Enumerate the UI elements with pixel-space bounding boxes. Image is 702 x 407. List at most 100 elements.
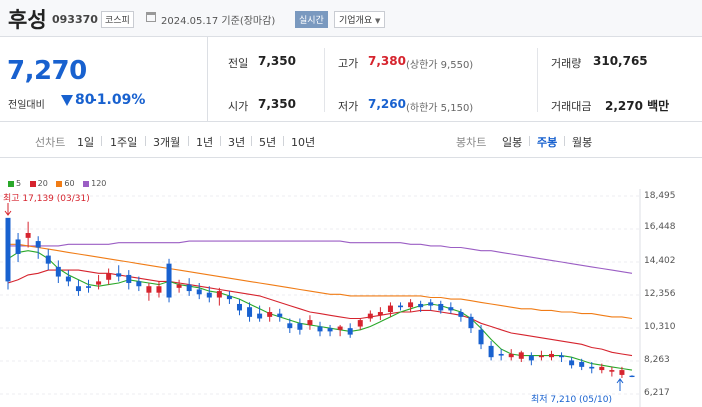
candle-chart-label: 봉차트	[456, 136, 487, 149]
tab-1y[interactable]: 1년	[196, 136, 214, 149]
tab-separator	[101, 136, 102, 146]
candle-body	[65, 276, 71, 282]
tab-3m[interactable]: 3개월	[153, 136, 181, 149]
realtime-button[interactable]: 실시간	[295, 11, 328, 28]
candle-body	[508, 353, 514, 358]
company-info-label: 기업개요	[339, 16, 373, 26]
company-info-dropdown[interactable]: 기업개요 ▼	[334, 11, 386, 28]
candle-body	[146, 286, 152, 293]
divider	[324, 48, 325, 112]
candle-body	[106, 273, 112, 280]
candle-body	[377, 312, 383, 316]
open-label: 시가	[228, 100, 249, 113]
tab-10y[interactable]: 10년	[291, 136, 316, 149]
candle-body	[176, 284, 182, 288]
chart-tabs: 선차트 1일 1주일 3개월 1년 3년 5년 10년 봉차트 일봉 주봉 월봉	[0, 122, 702, 158]
tab-separator	[564, 136, 565, 146]
tab-5y[interactable]: 5년	[259, 136, 277, 149]
candle-body	[247, 307, 253, 317]
current-price-box: 7,270 전일대비 80 -1.09%	[0, 37, 208, 122]
tab-separator	[188, 136, 189, 146]
tab-weekly[interactable]: 주봉	[537, 136, 558, 149]
candle-body	[75, 286, 81, 292]
candle-body	[357, 320, 363, 327]
reference-date: 2024.05.17 기준(장마감)	[161, 16, 276, 27]
candle-body	[5, 217, 11, 282]
candle-body	[317, 326, 323, 332]
tab-separator	[529, 136, 530, 146]
volume-label: 거래량	[551, 57, 582, 70]
candle-body	[579, 362, 585, 367]
calendar-icon	[146, 12, 156, 22]
candle-body	[538, 355, 544, 358]
legend-ma120-label: 120	[91, 179, 107, 188]
legend-ma60: 60	[56, 179, 75, 188]
low-label: 저가	[338, 100, 359, 113]
candle-body	[548, 353, 554, 358]
tab-monthly[interactable]: 월봉	[572, 136, 593, 149]
candle-body	[458, 312, 464, 317]
legend-ma60-label: 60	[64, 179, 75, 188]
candle-body	[408, 302, 414, 308]
change-label: 전일대비	[8, 100, 45, 111]
current-price: 7,270	[7, 56, 87, 86]
candle-body	[15, 239, 21, 254]
candle-body	[589, 366, 595, 369]
candle-body	[398, 305, 404, 308]
candle-body	[86, 286, 92, 288]
open-value: 7,350	[258, 97, 296, 111]
candle-body	[267, 312, 273, 317]
candle-body	[418, 303, 424, 308]
candle-body	[498, 353, 504, 356]
divider	[537, 48, 538, 112]
high-label: 고가	[338, 57, 359, 70]
candle-body	[136, 281, 142, 287]
amount-label: 거래대금	[551, 100, 592, 113]
ma60-line	[8, 243, 633, 320]
candle-body	[206, 292, 212, 298]
tab-daily[interactable]: 일봉	[502, 136, 523, 149]
candle-body	[25, 233, 31, 238]
line-chart-label: 선차트	[35, 136, 66, 149]
tab-separator	[145, 136, 146, 146]
candle-body	[287, 323, 293, 329]
high-value: 7,380	[368, 54, 406, 68]
candle-body	[478, 329, 484, 345]
candle-body	[186, 284, 192, 292]
candle-body	[126, 274, 132, 284]
stock-header: 후성 093370 코스피 2024.05.17 기준(장마감) 실시간 기업개…	[0, 0, 702, 37]
candle-body	[619, 370, 625, 375]
tab-1w[interactable]: 1주일	[110, 136, 138, 149]
candlestick-chart	[0, 189, 641, 407]
tab-1d[interactable]: 1일	[77, 136, 95, 149]
candle-body	[257, 313, 263, 319]
candle-body	[428, 302, 434, 306]
price-summary: 7,270 전일대비 80 -1.09% 전일 7,350 시가 7,350 고…	[0, 37, 702, 122]
candle-body	[96, 281, 102, 285]
candle-body	[629, 375, 635, 378]
candle-body	[166, 263, 172, 298]
candle-body	[367, 313, 373, 319]
candle-body	[438, 303, 444, 311]
tab-3y[interactable]: 3년	[228, 136, 246, 149]
candle-body	[337, 326, 343, 330]
candle-body	[599, 366, 605, 371]
ma120-line	[8, 240, 633, 274]
legend-ma20-label: 20	[37, 179, 48, 188]
amount-value: 2,270 백만	[605, 99, 670, 113]
tab-separator	[220, 136, 221, 146]
change-amount: 80	[75, 92, 95, 108]
candle-body	[327, 328, 333, 332]
ma-legend: 5 20 60 120	[8, 179, 112, 188]
candle-body	[196, 289, 202, 295]
candle-body	[216, 291, 222, 298]
upper-limit: (상한가 9,550)	[406, 60, 474, 71]
y-tick-label: 18,495	[644, 191, 676, 201]
high-arrow-icon	[4, 203, 12, 216]
prev-close-label: 전일	[228, 57, 249, 70]
candle-body	[35, 241, 41, 248]
y-tick-label: 16,448	[644, 222, 676, 232]
legend-ma120: 120	[83, 179, 106, 188]
candle-body	[297, 323, 303, 330]
volume-value: 310,765	[593, 54, 648, 68]
